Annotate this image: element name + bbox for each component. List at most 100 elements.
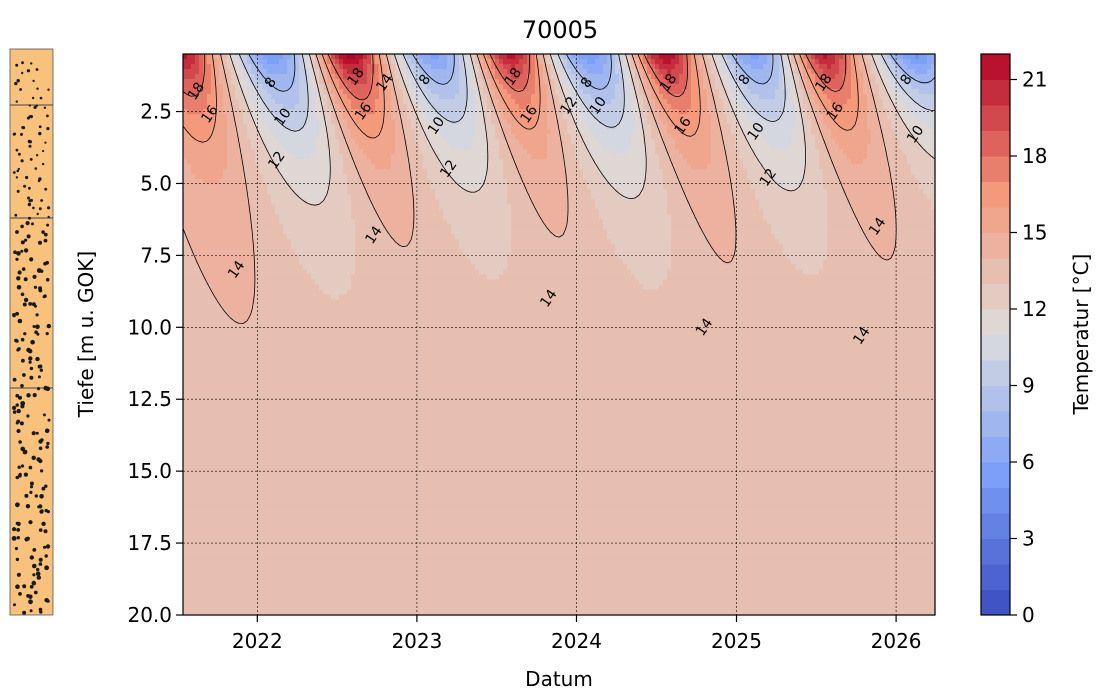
temperature-cell	[567, 69, 572, 75]
temperature-cell	[811, 154, 816, 160]
temperature-cell	[191, 179, 196, 185]
temperature-cell	[479, 129, 484, 135]
temperature-cell	[479, 134, 484, 140]
temperature-cell	[295, 169, 300, 175]
temperature-cell	[563, 79, 568, 85]
temperature-cell	[483, 159, 488, 165]
temperature-cell	[731, 69, 736, 75]
temperature-cell	[311, 94, 316, 100]
temperature-cell	[835, 144, 840, 150]
temperature-cell	[611, 74, 616, 80]
temperature-cell	[691, 79, 696, 85]
temperature-cell	[927, 99, 932, 105]
temperature-cell	[659, 149, 664, 155]
temperature-cell	[615, 149, 620, 155]
temperature-cell	[467, 74, 472, 80]
temperature-cell	[619, 164, 624, 170]
temperature-cell	[887, 134, 892, 140]
temperature-cell	[331, 124, 336, 130]
temperature-cell	[731, 139, 736, 145]
temperature-cell	[687, 109, 692, 115]
temperature-cell	[399, 104, 404, 110]
temperature-cell	[371, 149, 376, 155]
temperature-cell	[671, 139, 676, 145]
temperature-cell	[547, 109, 552, 115]
temperature-cell	[843, 134, 848, 140]
temperature-cell	[311, 99, 316, 105]
temperature-cell	[235, 94, 240, 100]
temperature-cell	[411, 144, 416, 150]
temperature-cell	[895, 94, 900, 100]
temperature-cell	[919, 149, 924, 155]
temperature-cell	[847, 59, 852, 65]
temperature-cell	[599, 129, 604, 135]
temperature-cell	[635, 79, 640, 85]
temperature-cell	[847, 149, 852, 155]
temperature-cell	[691, 154, 696, 160]
temperature-cell	[323, 149, 328, 155]
temperature-cell	[571, 159, 576, 165]
temperature-cell	[275, 129, 280, 135]
temperature-cell	[235, 54, 240, 60]
temperature-cell	[451, 99, 456, 105]
temperature-cell	[755, 59, 760, 65]
temperature-cell	[203, 59, 208, 65]
temperature-cell	[191, 154, 196, 160]
temperature-cell	[615, 79, 620, 85]
temperature-cell	[719, 144, 724, 150]
temperature-cell	[831, 169, 836, 175]
soil-grain	[36, 154, 38, 156]
temperature-cell	[259, 109, 264, 115]
temperature-cell	[259, 179, 264, 185]
soil-grain	[17, 522, 21, 526]
temperature-cell	[631, 94, 636, 100]
temperature-cell	[863, 129, 868, 135]
temperature-cell	[755, 74, 760, 80]
temperature-cell	[663, 129, 668, 135]
temperature-cell	[243, 124, 248, 130]
temperature-cell	[507, 154, 512, 160]
temperature-cell	[203, 54, 208, 60]
temperature-cell	[307, 134, 312, 140]
temperature-cell	[231, 54, 236, 60]
temperature-cell	[903, 64, 908, 70]
temperature-cell	[383, 154, 388, 160]
temperature-cell	[759, 104, 764, 110]
temperature-cell	[211, 89, 216, 95]
temperature-cell	[815, 154, 820, 160]
temperature-cell	[555, 64, 560, 70]
temperature-cell	[519, 64, 524, 70]
soil-grain	[32, 548, 36, 552]
temperature-cell	[391, 114, 396, 120]
temperature-cell	[727, 149, 732, 155]
temperature-cell	[707, 159, 712, 165]
temperature-cell	[543, 154, 548, 160]
temperature-cell	[227, 114, 232, 120]
temperature-cell	[851, 164, 856, 170]
soil-grain	[17, 79, 20, 82]
temperature-cell	[855, 174, 860, 180]
temperature-cell	[447, 99, 452, 105]
temperature-cell	[543, 124, 548, 130]
temperature-cell	[403, 74, 408, 80]
temperature-cell	[463, 129, 468, 135]
temperature-cell	[319, 154, 324, 160]
temperature-cell	[347, 179, 352, 185]
temperature-cell	[899, 104, 904, 110]
temperature-cell	[459, 84, 464, 90]
temperature-cell	[835, 94, 840, 100]
temperature-cell	[459, 139, 464, 145]
temperature-cell	[315, 99, 320, 105]
temperature-cell	[231, 89, 236, 95]
temperature-cell	[503, 169, 508, 175]
temperature-cell	[439, 139, 444, 145]
temperature-cell	[579, 89, 584, 95]
temperature-cell	[879, 114, 884, 120]
temperature-cell	[655, 104, 660, 110]
plot-area: 1816810121418161481012141816810121418168…	[183, 54, 936, 616]
temperature-cell	[787, 154, 792, 160]
temperature-cell	[351, 129, 356, 135]
temperature-cell	[419, 134, 424, 140]
temperature-cell	[915, 69, 920, 75]
temperature-cell	[391, 154, 396, 160]
